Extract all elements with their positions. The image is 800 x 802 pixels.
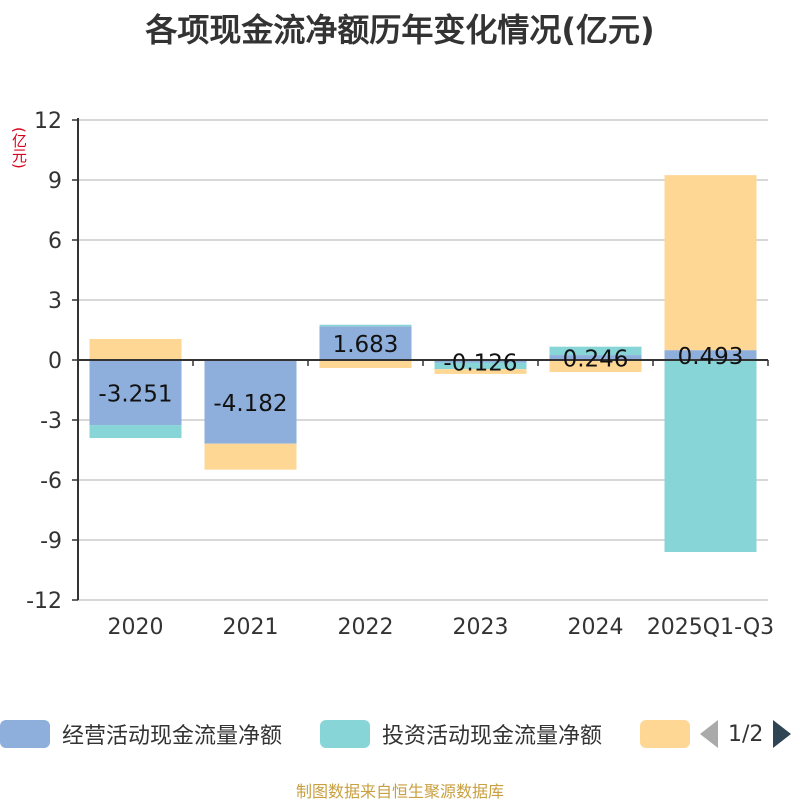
bar-segment <box>319 324 412 327</box>
legend-pager: 1/2 <box>700 712 792 756</box>
bar-segment <box>434 369 527 374</box>
legend-item-financing[interactable] <box>640 712 690 756</box>
axes <box>77 118 769 600</box>
data-label: 0.246 <box>563 347 629 373</box>
data-label: 1.683 <box>333 332 399 358</box>
x-tick-labels: 2020 2021 2022 2023 2024 2025Q1-Q3 <box>108 615 775 640</box>
y-tick-label: 6 <box>48 229 62 254</box>
data-labels: -3.251 -4.182 1.683 -0.126 0.246 0.493 <box>98 332 743 417</box>
y-tick-label: 9 <box>48 169 62 194</box>
legend-page-indicator: 1/2 <box>728 721 764 747</box>
x-tick-label: 2020 <box>108 615 164 640</box>
bar-segment <box>434 362 527 370</box>
bar-segment <box>664 350 757 360</box>
bar-segment <box>89 339 182 360</box>
legend-label: 投资活动现金流量净额 <box>382 724 603 749</box>
y-tick-label: 12 <box>34 109 62 134</box>
chart-title: 各项现金流净额历年变化情况(亿元) <box>145 11 655 49</box>
legend-swatch <box>0 720 50 748</box>
y-axis-unit: (亿元) <box>10 127 28 169</box>
legend-label: 经营活动现金流量净额 <box>62 724 283 749</box>
y-tick-label: 3 <box>48 289 62 314</box>
next-page-icon[interactable] <box>773 720 792 748</box>
y-tick-label: -6 <box>40 469 62 494</box>
bar-segment <box>319 326 412 360</box>
x-tick-label: 2024 <box>568 615 624 640</box>
bar-segment <box>89 360 182 426</box>
bar-segment <box>549 355 642 360</box>
bar-segment <box>549 346 642 356</box>
legend-item-investing[interactable]: 投资活动现金流量净额 <box>320 712 602 756</box>
data-label: -3.251 <box>98 382 172 408</box>
bar-segment <box>89 425 182 439</box>
x-tick-label: 2025Q1-Q3 <box>647 615 774 640</box>
legend-swatch <box>640 720 690 748</box>
x-tick-label: 2022 <box>338 615 394 640</box>
legend-item-operating[interactable]: 经营活动现金流量净额 <box>0 712 282 756</box>
y-tick-label: 0 <box>48 349 62 374</box>
bar-segment <box>204 443 297 470</box>
prev-page-icon[interactable] <box>700 720 718 748</box>
legend-swatch <box>320 720 370 748</box>
bar-segment <box>434 360 527 363</box>
data-source-footer: 制图数据来自恒生聚源数据库 <box>295 782 504 801</box>
bar-segment <box>664 360 757 552</box>
data-label: -4.182 <box>213 391 287 417</box>
x-tick-label: 2021 <box>223 615 279 640</box>
x-tick-label: 2023 <box>453 615 509 640</box>
bar-segment <box>319 360 412 368</box>
y-tick-label: -9 <box>40 529 62 554</box>
data-label: 0.493 <box>678 344 744 370</box>
data-label: -0.126 <box>443 350 517 376</box>
bar-segment <box>204 360 297 444</box>
bar-segment <box>549 360 642 372</box>
legend: 经营活动现金流量净额 投资活动现金流量净额 1/2 <box>0 712 800 756</box>
bar-segment <box>664 175 757 351</box>
y-tick-label: -3 <box>40 409 62 434</box>
y-tick-label: -12 <box>26 589 62 614</box>
y-tick-labels: 12 9 6 3 0 -3 -6 -9 -12 <box>26 109 62 614</box>
bars <box>89 175 757 552</box>
